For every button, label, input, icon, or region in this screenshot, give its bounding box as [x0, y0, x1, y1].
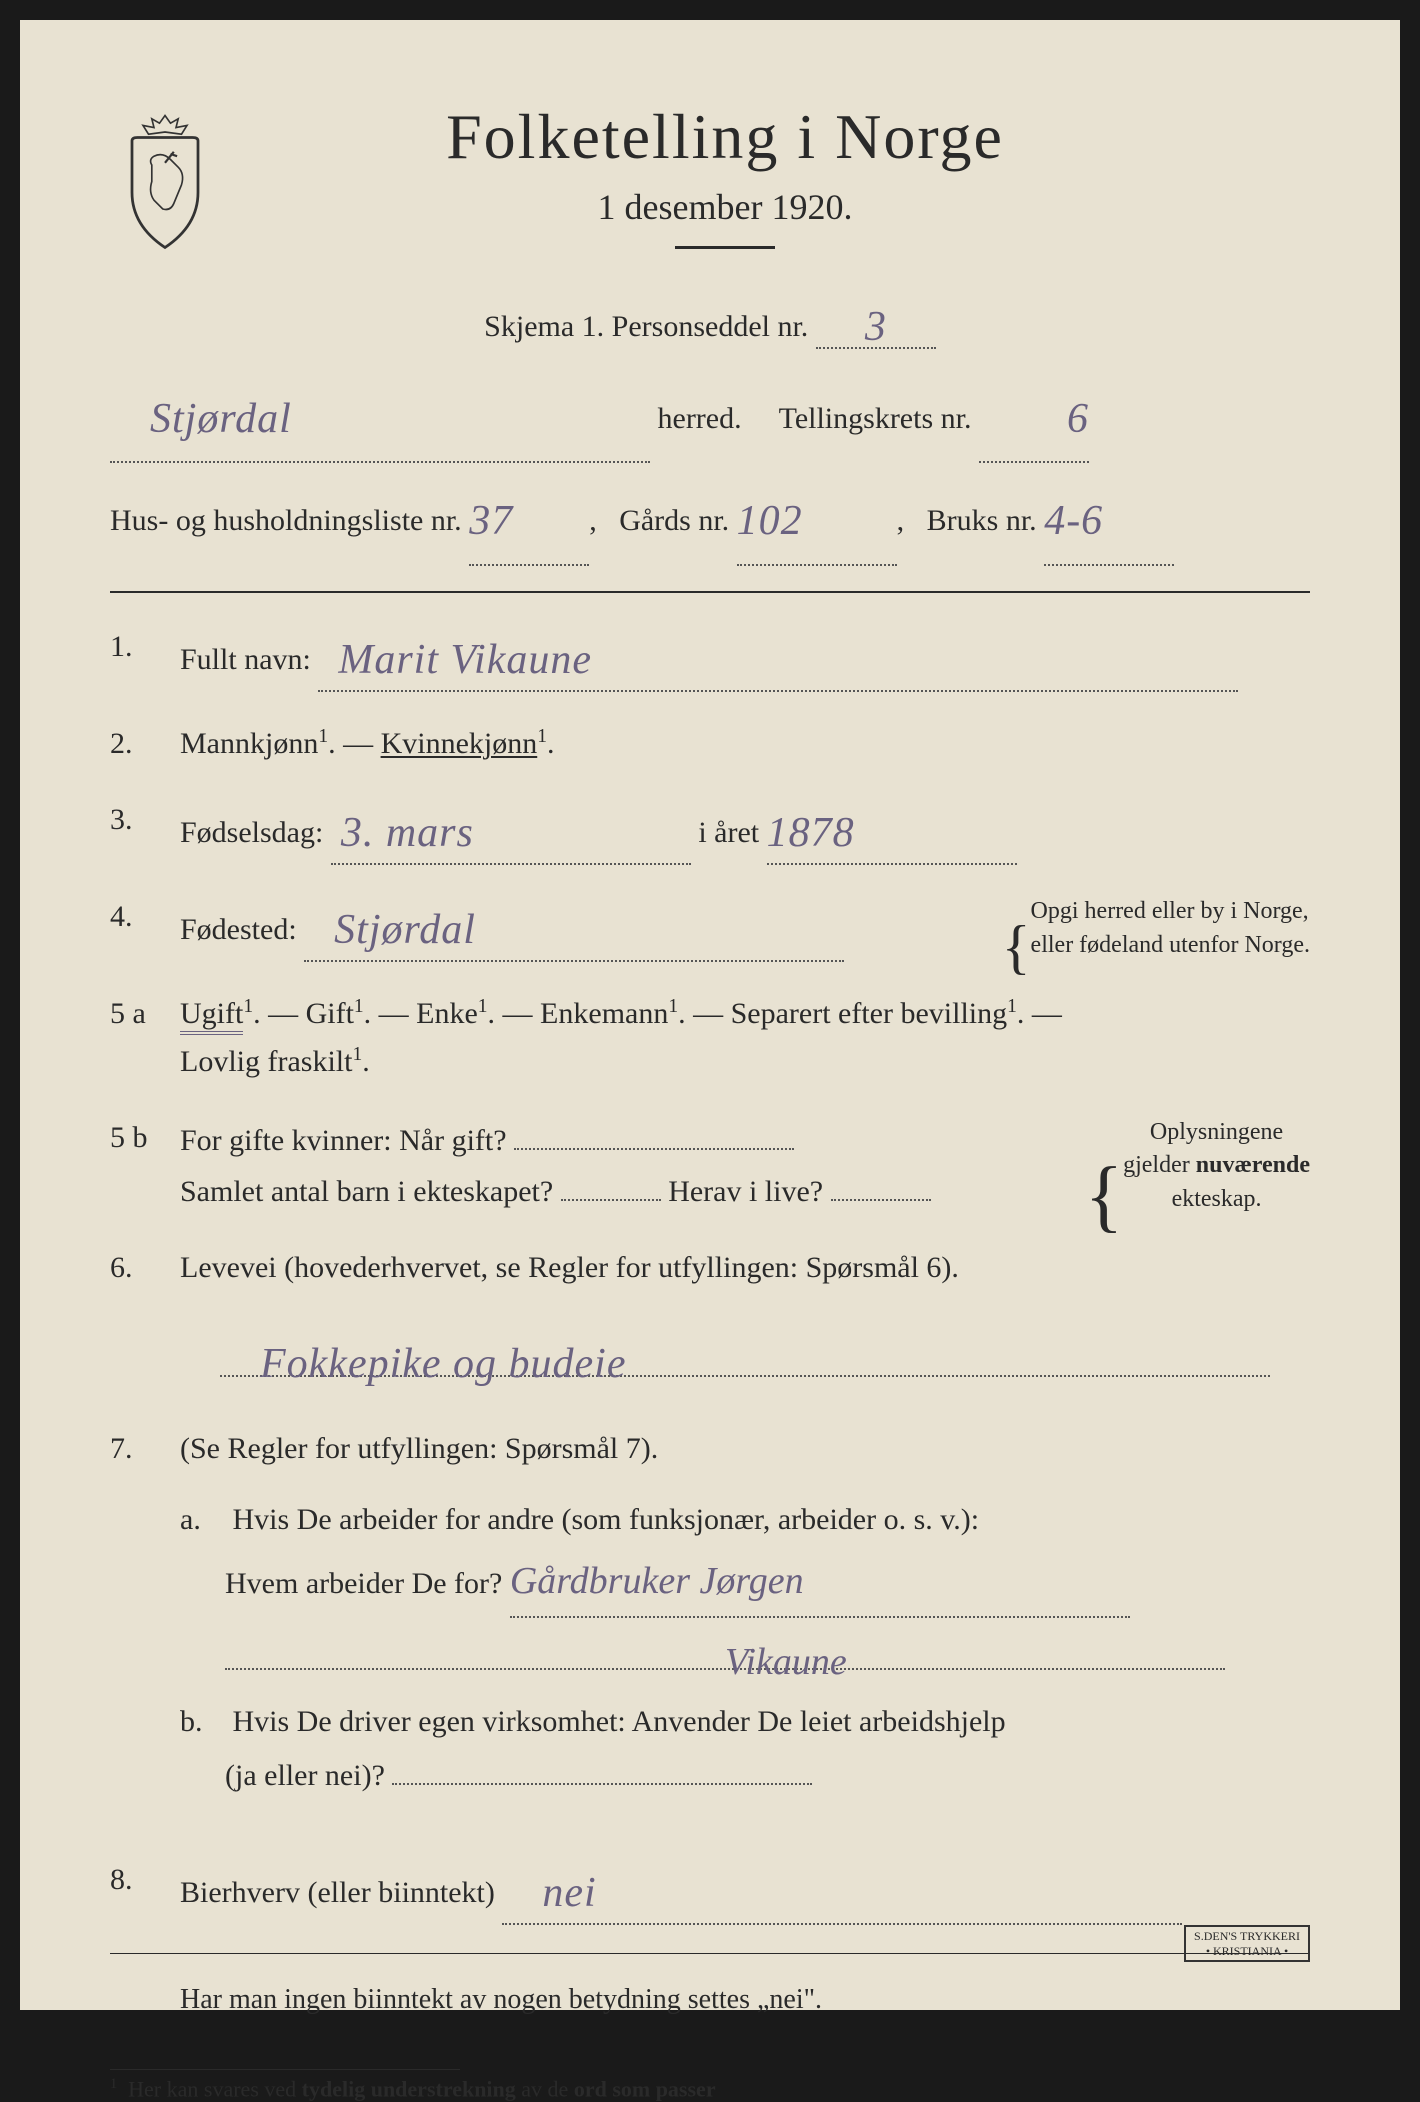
brace-icon: { — [1002, 932, 1031, 962]
q7a-label2: Hvem arbeider De for? — [225, 1567, 502, 1600]
bruks-label: Bruks nr. — [927, 504, 1037, 537]
q8-num: 8. — [110, 1856, 180, 1925]
title-divider — [675, 246, 775, 249]
q7a-label: Hvis De arbeider for andre (som funksjon… — [233, 1503, 980, 1536]
q8: 8. Bierhverv (eller biinntekt) nei — [110, 1856, 1310, 1925]
tellingskrets-label: Tellingskrets nr. — [779, 402, 972, 435]
q3-year-label: i året — [698, 816, 759, 849]
q5b-note1: Oplysningene — [1150, 1119, 1283, 1145]
thin-divider — [110, 1953, 1310, 1954]
q6-num: 6. — [110, 1244, 180, 1397]
herred-value: Stjørdal — [150, 396, 292, 442]
q5b-num: 5 b — [110, 1114, 180, 1216]
q3-num: 3. — [110, 796, 180, 865]
q1: 1. Fullt navn: Marit Vikaune — [110, 623, 1310, 692]
q3: 3. Fødselsdag: 3. mars i året 1878 — [110, 796, 1310, 865]
q5b-note2: gjelder nuværende — [1123, 1152, 1310, 1178]
q7-num: 7. — [110, 1425, 180, 1827]
q4-label: Fødested: — [180, 913, 297, 946]
q2-opt1: Mannkjønn — [180, 727, 318, 760]
q6: 6. Levevei (hovederhvervet, se Regler fo… — [110, 1244, 1310, 1397]
q5a-opt3: Enke — [416, 997, 478, 1030]
subtitle: 1 desember 1920. — [260, 186, 1190, 228]
census-form-page: Folketelling i Norge 1 desember 1920. Sk… — [20, 20, 1400, 2010]
q6-label: Levevei (hovederhvervet, se Regler for u… — [180, 1251, 959, 1284]
husliste-label: Hus- og husholdningsliste nr. — [110, 504, 462, 537]
footnote: 1 Her kan svares ved tydelig understrekn… — [110, 2061, 1310, 2102]
schema-value: 3 — [865, 304, 887, 350]
husliste-value: 37 — [469, 498, 513, 544]
q4-note2: eller fødeland utenfor Norge. — [1031, 932, 1310, 958]
q5b-label1: For gifte kvinner: Når gift? — [180, 1124, 507, 1157]
footnote-num: 1 — [110, 2076, 117, 2092]
q7b-label2: (ja eller nei)? — [225, 1759, 385, 1792]
q1-label: Fullt navn: — [180, 643, 311, 676]
schema-label: Skjema 1. Personseddel nr. — [484, 310, 808, 343]
q5b: 5 b For gifte kvinner: Når gift? Samlet … — [110, 1114, 1310, 1216]
stamp-line2: • KRISTIANIA • — [1206, 1944, 1288, 1958]
q5b-label3: Herav i live? — [668, 1175, 823, 1208]
bottom-note: Har man ingen biinntekt av nogen betydni… — [180, 1969, 1310, 2031]
q5a-opt2: Gift — [306, 997, 354, 1030]
q1-value: Marit Vikaune — [338, 637, 592, 683]
q5b-note: Oplysningene gjelder nuværende ekteskap. — [1123, 1116, 1310, 1217]
printer-stamp: S.DEN'S TRYKKERI • KRISTIANIA • — [1184, 1925, 1310, 1962]
q5b-label2: Samlet antal barn i ekteskapet? — [180, 1175, 553, 1208]
gards-label: Gårds nr. — [619, 504, 729, 537]
question-list: 1. Fullt navn: Marit Vikaune 2. Mannkjøn… — [110, 623, 1310, 1925]
top-fields: Stjørdal herred. Tellingskrets nr. 6 Hus… — [110, 369, 1310, 566]
q5a-num: 5 a — [110, 990, 180, 1086]
coat-of-arms-icon — [110, 110, 220, 250]
stamp-line1: S.DEN'S TRYKKERI — [1194, 1929, 1300, 1943]
q5a: 5 a Ugift1. — Gift1. — Enke1. — Enkemann… — [110, 990, 1310, 1086]
q8-label: Bierhverv (eller biinntekt) — [180, 1876, 495, 1909]
q4-note: Opgi herred eller by i Norge, eller føde… — [1031, 895, 1310, 962]
q6-value: Fokkepike og budeie — [260, 1331, 626, 1380]
q8-value: nei — [542, 1870, 596, 1916]
q7b-letter: b. — [180, 1695, 225, 1749]
q3-label: Fødselsdag: — [180, 816, 323, 849]
q4-num: 4. — [110, 893, 180, 962]
q2-opt2: Kvinnekjønn — [381, 727, 538, 760]
crest-svg — [110, 110, 220, 253]
q3-year: 1878 — [767, 810, 855, 856]
q4: 4. Fødested: Stjørdal { Opgi herred elle… — [110, 893, 1310, 962]
q7a-value2: Vikaune — [725, 1641, 847, 1683]
q4-value: Stjørdal — [334, 907, 476, 953]
bruks-value: 4-6 — [1044, 498, 1103, 544]
schema-line: Skjema 1. Personseddel nr. 3 — [110, 299, 1310, 349]
footnote-text: Her kan svares ved tydelig understreknin… — [128, 2076, 715, 2101]
tellingskrets-value: 6 — [1067, 396, 1089, 442]
main-title: Folketelling i Norge — [260, 100, 1190, 174]
herred-label: herred. — [658, 402, 742, 435]
header: Folketelling i Norge 1 desember 1920. — [110, 100, 1310, 269]
q7b-label: Hvis De driver egen virksomhet: Anvender… — [233, 1705, 1006, 1738]
q7-label: (Se Regler for utfyllingen: Spørsmål 7). — [180, 1432, 658, 1465]
main-divider — [110, 591, 1310, 593]
q7a-letter: a. — [180, 1493, 225, 1547]
q5a-opt5: Separert efter bevilling — [731, 997, 1008, 1030]
q7a-value: Gårdbruker Jørgen — [510, 1560, 804, 1602]
q4-note1: Opgi herred eller by i Norge, — [1031, 898, 1309, 924]
q5a-opt4: Enkemann — [540, 997, 668, 1030]
q5b-note3: ekteskap. — [1172, 1186, 1262, 1212]
q7: 7. (Se Regler for utfyllingen: Spørsmål … — [110, 1425, 1310, 1827]
q5a-opt1: Ugift — [180, 997, 243, 1035]
q1-num: 1. — [110, 623, 180, 692]
title-block: Folketelling i Norge 1 desember 1920. — [260, 100, 1310, 269]
gards-value: 102 — [737, 498, 803, 544]
q2: 2. Mannkjønn1. — Kvinnekjønn1. — [110, 720, 1310, 768]
q3-day: 3. mars — [341, 810, 474, 856]
q5a-opt6: Lovlig fraskilt — [180, 1045, 352, 1078]
q2-num: 2. — [110, 720, 180, 768]
brace-icon-2: { — [1085, 1176, 1123, 1216]
